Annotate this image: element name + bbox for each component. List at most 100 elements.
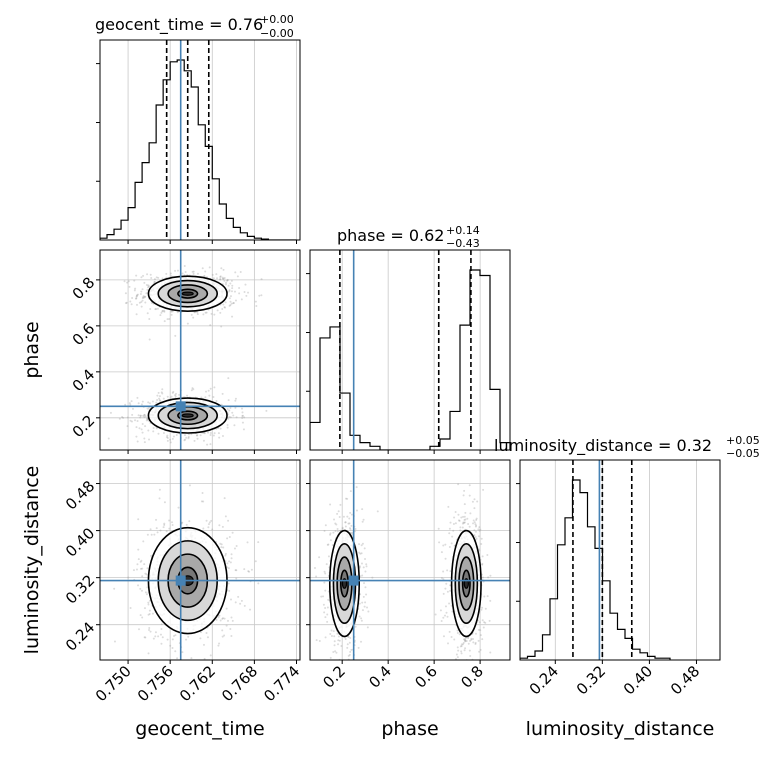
sample-point: [209, 324, 212, 327]
sample-point: [148, 402, 151, 405]
sample-point: [362, 518, 365, 521]
sample-point: [156, 307, 159, 310]
sample-point: [462, 687, 464, 689]
sample-point: [223, 306, 226, 309]
sample-point: [155, 401, 158, 404]
sample-point: [205, 519, 208, 522]
sample-point: [209, 443, 212, 446]
sample-point: [226, 424, 229, 427]
sample-point: [475, 517, 478, 520]
sample-point: [318, 556, 321, 559]
sample-point: [170, 395, 173, 398]
sample-point: [438, 541, 441, 544]
sample-point: [161, 277, 164, 280]
sample-point: [469, 654, 472, 657]
sample-point: [208, 394, 211, 397]
sample-point: [166, 434, 169, 437]
sample-point: [244, 283, 247, 286]
sample-point: [322, 603, 325, 606]
sample-point: [159, 314, 162, 317]
sample-point: [207, 523, 210, 526]
sample-point: [476, 500, 479, 503]
sample-point: [350, 532, 353, 535]
sample-point: [171, 646, 174, 649]
sample-point: [334, 530, 337, 533]
sample-point: [141, 431, 144, 434]
sample-point: [134, 419, 137, 422]
sample-point: [473, 529, 476, 532]
sample-point: [109, 411, 112, 414]
sample-point: [205, 390, 208, 393]
sample-point: [471, 500, 474, 503]
sample-point: [323, 581, 326, 584]
sample-point: [107, 437, 110, 440]
sample-point: [129, 419, 132, 422]
sample-point: [192, 272, 195, 275]
sample-point: [331, 544, 334, 547]
sample-point: [187, 436, 190, 439]
sample-point: [160, 311, 163, 314]
sample-point: [149, 630, 152, 633]
sample-point: [129, 607, 132, 610]
sample-point: [462, 494, 465, 497]
sample-point: [231, 287, 234, 290]
sample-point: [327, 543, 330, 546]
sample-point: [463, 515, 466, 518]
sample-point: [467, 636, 470, 639]
sample-point: [324, 572, 327, 575]
sample-point: [449, 584, 452, 587]
sample-point: [158, 497, 161, 500]
sample-point: [241, 411, 244, 414]
sample-point: [323, 529, 326, 532]
sample-point: [456, 631, 459, 634]
sample-point: [480, 608, 483, 611]
sample-point: [128, 402, 131, 405]
panel-frame-1-0: [99, 249, 301, 451]
sample-point: [354, 625, 357, 628]
sample-point: [324, 607, 327, 610]
sample-point: [326, 543, 329, 546]
sample-point: [144, 415, 147, 418]
sample-point: [474, 632, 477, 635]
sample-point: [146, 288, 149, 291]
sample-point: [241, 421, 244, 424]
sample-point: [469, 639, 472, 642]
sample-point: [366, 626, 369, 629]
sample-point: [143, 607, 146, 610]
sample-point: [196, 437, 199, 440]
sample-point: [215, 618, 218, 621]
sample-point: [361, 601, 364, 604]
sample-point: [158, 395, 161, 398]
sample-point: [329, 539, 332, 542]
sample-point: [463, 649, 466, 652]
tick-label: 0.762: [176, 662, 219, 705]
sample-point: [440, 620, 443, 623]
sample-point: [161, 636, 164, 639]
sample-point: [477, 535, 480, 538]
sample-point: [172, 435, 175, 438]
sample-point: [143, 441, 146, 444]
sample-point: [165, 272, 168, 275]
sample-point: [475, 699, 477, 701]
sample-point: [207, 389, 210, 392]
sample-point: [230, 290, 233, 293]
sample-point: [139, 414, 142, 417]
sample-point: [227, 567, 230, 570]
sample-point: [166, 638, 169, 641]
sample-point: [138, 628, 141, 631]
x-ticks-luminosity_distance: 0.24 0.32 0.40 0.48: [526, 660, 703, 698]
sample-point: [137, 414, 140, 417]
sample-point: [488, 619, 491, 622]
sample-point: [146, 533, 149, 536]
sample-point: [448, 630, 451, 633]
sample-point: [219, 276, 222, 279]
sample-point: [223, 497, 226, 500]
sample-point: [168, 661, 170, 663]
panel-frame-2-1: [309, 459, 511, 661]
sample-point: [477, 639, 480, 642]
sample-point: [361, 508, 364, 511]
sample-point: [148, 627, 151, 630]
sample-point: [171, 638, 174, 641]
sample-point: [145, 573, 148, 576]
sample-point: [196, 434, 199, 437]
